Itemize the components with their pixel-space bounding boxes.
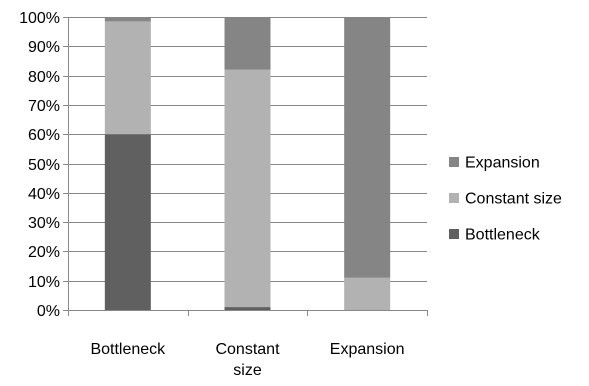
x-tick-label: Constant xyxy=(215,341,280,358)
bar-segment xyxy=(104,134,151,310)
legend: Expansion Constant size Bottleneck xyxy=(449,155,562,244)
bars-layer xyxy=(104,17,391,310)
y-tick-label: 50% xyxy=(28,157,60,174)
x-tick-label: size xyxy=(233,362,262,379)
y-tick-label: 60% xyxy=(28,127,60,144)
bar-segment xyxy=(224,307,271,310)
x-tick-label: Bottleneck xyxy=(90,341,166,358)
y-tick-label: 30% xyxy=(28,215,60,232)
legend-label: Constant size xyxy=(465,191,562,208)
bar-segment xyxy=(104,21,151,135)
legend-label: Expansion xyxy=(465,155,540,172)
y-tick-label: 80% xyxy=(28,69,60,86)
y-tick-labels: 0% 10% 20% 30% 40% 50% 60% 70% 80% 90% 100% xyxy=(19,10,60,320)
x-tick-label: Expansion xyxy=(330,341,405,358)
bar-segment xyxy=(224,69,271,308)
bar-segment xyxy=(224,17,271,70)
axis-layer xyxy=(68,17,428,316)
y-tick-label: 20% xyxy=(28,244,60,261)
bar-segment xyxy=(344,17,391,278)
y-tick-label: 90% xyxy=(28,39,60,56)
x-tick-labels: Bottleneck Constant size Expansion xyxy=(90,341,404,379)
legend-swatch xyxy=(449,193,459,203)
legend-swatch xyxy=(449,157,459,167)
bar-segment xyxy=(344,277,391,310)
bar-segment xyxy=(104,17,151,22)
y-tick-label: 100% xyxy=(19,10,60,27)
y-tick-label: 40% xyxy=(28,186,60,203)
legend-label: Bottleneck xyxy=(465,227,541,244)
y-tick-label: 70% xyxy=(28,98,60,115)
y-tick-label: 10% xyxy=(28,274,60,291)
y-tick-label: 0% xyxy=(37,303,60,320)
legend-swatch xyxy=(449,229,459,239)
